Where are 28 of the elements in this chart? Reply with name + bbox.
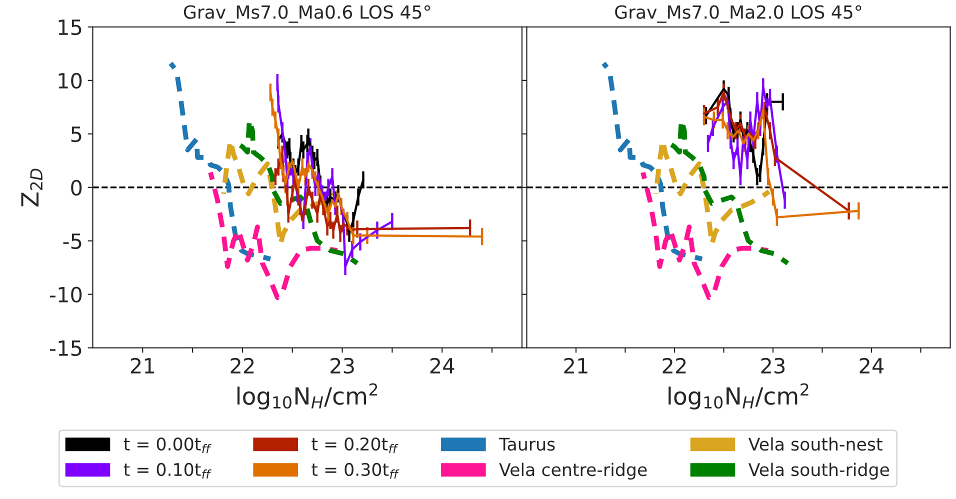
legend-label: Vela south-nest	[748, 437, 882, 451]
y-tick-label: 15	[58, 20, 82, 36]
legend-label: t = 0.10t$_{ff}$	[124, 462, 212, 479]
legend-label: Vela south-ridge	[748, 462, 890, 480]
y-tick-label: 5	[71, 126, 82, 142]
x-tick-label: 21	[564, 358, 588, 374]
x-tick-label: 24	[430, 358, 454, 374]
chart-title: Grav_Ms7.0_Ma2.0 LOS 45°	[615, 5, 862, 23]
x-axis-title: log$_{10}$N$_{H}$/cm$^{2}$	[237, 383, 378, 410]
x-tick-label: 22	[662, 358, 686, 374]
legend-label: Taurus	[498, 438, 555, 451]
x-tick-label: 21	[130, 358, 154, 374]
y-tick-label: 10	[58, 72, 82, 89]
y-tick-label: 0	[71, 180, 82, 196]
chart-title: Grav_Ms7.0_Ma0.6 LOS 45°	[184, 5, 430, 23]
x-tick-label: 23	[330, 358, 354, 374]
legend-label: Vela centre-ridge	[499, 462, 647, 480]
legend-label: t = 0.20t$_{ff}$	[312, 437, 398, 454]
y-tick-label: -5	[63, 234, 82, 250]
y-tick-label: -10	[50, 286, 82, 303]
legend-label: t = 0.30t$_{ff}$	[312, 462, 400, 479]
y-tick-label: -15	[50, 340, 82, 356]
x-axis-title: log$_{10}$N$_{H}$/cm$^{2}$	[668, 383, 808, 410]
legend-label: t = 0.00t$_{ff}$	[124, 437, 212, 454]
x-tick-label: 23	[761, 358, 785, 374]
y-axis-title: Z$_{2D}$	[21, 168, 42, 206]
x-tick-label: 24	[860, 358, 884, 374]
x-tick-label: 22	[230, 358, 254, 374]
